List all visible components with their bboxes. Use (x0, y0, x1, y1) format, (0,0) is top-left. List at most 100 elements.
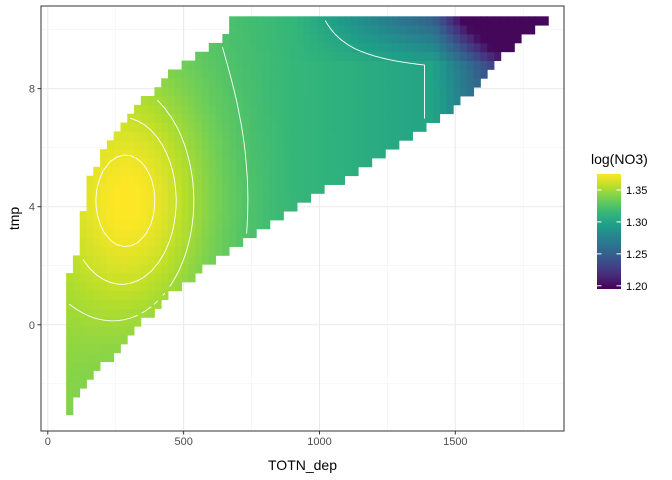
heatmap-tile (100, 343, 108, 354)
heatmap-tile (154, 264, 162, 274)
heatmap-tile (222, 246, 230, 256)
heatmap-tile (426, 34, 434, 44)
heatmap-tile (127, 326, 135, 336)
heatmap-tile (297, 149, 305, 159)
heatmap-tile (174, 175, 182, 185)
heatmap-tile (460, 16, 468, 26)
heatmap-tile (310, 42, 318, 53)
heatmap-tile (276, 25, 284, 35)
heatmap-tile (405, 78, 413, 88)
heatmap-tile (235, 131, 244, 141)
heatmap-tile (392, 96, 400, 106)
heatmap-tile (297, 69, 305, 79)
heatmap-tile (378, 113, 386, 123)
heatmap-tile (127, 219, 135, 230)
heatmap-tile (317, 175, 325, 185)
heatmap-tile (364, 113, 373, 123)
heatmap-tile (113, 299, 121, 309)
heatmap-tile (263, 87, 271, 97)
heatmap-tile (106, 140, 115, 150)
heatmap-tile (100, 184, 108, 194)
heatmap-tile (358, 34, 366, 44)
heatmap-tile (106, 166, 115, 177)
heatmap-tile (127, 299, 135, 309)
heatmap-tile (127, 264, 135, 274)
heatmap-tile (494, 16, 502, 26)
heatmap-tile (269, 104, 278, 115)
heatmap-tile (297, 16, 305, 26)
heatmap-tile (303, 157, 312, 168)
heatmap-tile (86, 184, 94, 194)
heatmap-tile (283, 78, 291, 88)
heatmap-tile (86, 326, 94, 336)
heatmap-tile (235, 69, 244, 79)
heatmap-tile (446, 16, 454, 26)
heatmap-tile (106, 290, 115, 301)
heatmap-tile (72, 352, 81, 363)
heatmap-tile (201, 131, 210, 141)
heatmap-tile (235, 96, 244, 106)
heatmap-tile (188, 140, 196, 150)
heatmap-tile (140, 149, 149, 159)
heatmap-tile (344, 131, 352, 141)
heatmap-tile (297, 175, 305, 185)
heatmap-tile (161, 157, 169, 168)
heatmap-tile (215, 96, 223, 106)
heatmap-tile (215, 193, 223, 203)
heatmap-tile (134, 149, 142, 159)
heatmap-tile (229, 34, 237, 44)
heatmap-tile (208, 202, 216, 212)
heatmap-tile (378, 25, 386, 35)
heatmap-tile (344, 16, 352, 26)
heatmap-tile (161, 281, 169, 292)
heatmap-tile (392, 60, 400, 70)
heatmap-tile (168, 78, 176, 88)
heatmap-tile (466, 78, 475, 88)
heatmap-tile (466, 25, 475, 35)
heatmap-tile (127, 290, 135, 301)
heatmap-tile (310, 131, 318, 141)
heatmap-tile (72, 388, 81, 398)
heatmap-tile (222, 237, 230, 247)
heatmap-tile (358, 131, 366, 141)
heatmap-tile (378, 87, 386, 97)
heatmap-tile (310, 51, 318, 62)
heatmap-tile (276, 42, 284, 53)
heatmap-tile (127, 193, 135, 203)
heatmap-tile (86, 273, 94, 283)
heatmap-tile (297, 157, 305, 168)
heatmap-tile (344, 104, 352, 115)
heatmap-tile (208, 228, 216, 239)
heatmap-tile (134, 140, 142, 150)
heatmap-tile (378, 140, 386, 150)
heatmap-tile (147, 273, 155, 283)
heatmap-tile (113, 184, 121, 194)
heatmap-tile (154, 237, 162, 247)
heatmap-tile (140, 96, 149, 106)
heatmap-tile (269, 16, 278, 26)
heatmap-tile (242, 131, 250, 141)
heatmap-tile (195, 104, 203, 115)
heatmap-tile (79, 317, 87, 327)
heatmap-tile (79, 326, 87, 336)
heatmap-tile (263, 175, 271, 185)
heatmap-tile (147, 140, 155, 150)
heatmap-tile (432, 104, 441, 115)
heatmap-tile (168, 273, 176, 283)
heatmap-tile (242, 193, 250, 203)
heatmap-tile (378, 51, 386, 62)
heatmap-tile (72, 335, 81, 345)
heatmap-tile (113, 264, 121, 274)
heatmap-tile (188, 255, 196, 265)
heatmap-tile (473, 34, 481, 44)
heatmap-tile (460, 34, 468, 44)
heatmap-tile (371, 42, 379, 53)
heatmap-tile (249, 51, 257, 62)
heatmap-tile (242, 25, 250, 35)
contour-line (324, 20, 425, 119)
heatmap-tile (134, 193, 142, 203)
heatmap-tile (86, 211, 94, 221)
heatmap-tile (174, 122, 182, 132)
heatmap-tile (392, 78, 400, 88)
heatmap-tile (303, 184, 312, 194)
